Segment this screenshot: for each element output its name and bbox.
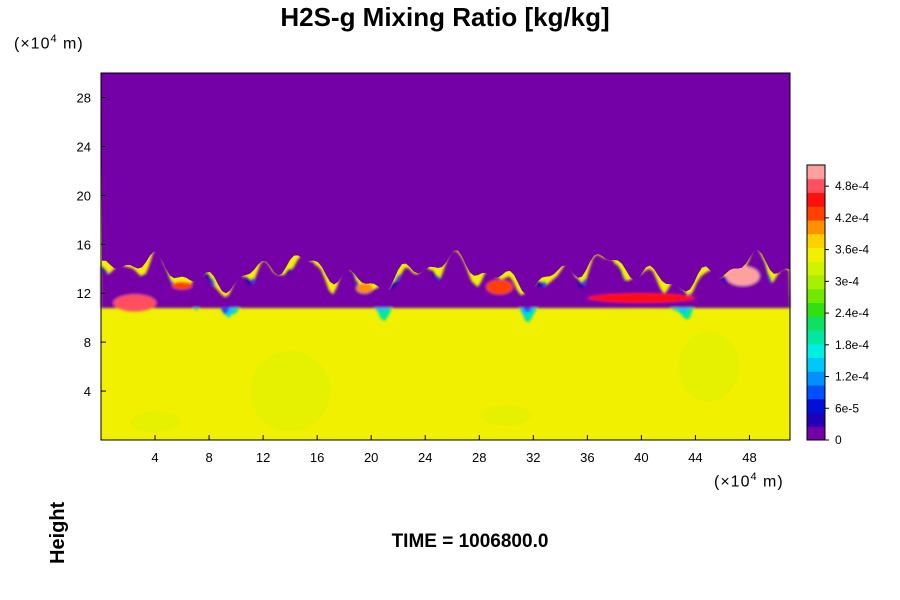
colorbar-tick-label: 3.6e-4: [835, 243, 869, 257]
mixing-band: [101, 246, 790, 323]
x-tick-label: 12: [256, 450, 270, 465]
colorbar-swatch: [807, 275, 825, 290]
colorbar-swatch: [807, 398, 825, 413]
y-tick-label: 16: [77, 237, 91, 252]
colorbar-swatch: [807, 178, 825, 193]
colorbar-swatch: [807, 288, 825, 303]
heatmap-field: [101, 73, 790, 440]
upper-layer: [101, 73, 790, 295]
high-value-patch: [113, 294, 157, 312]
high-value-patch: [725, 266, 760, 286]
y-tick-label: 4: [84, 384, 91, 399]
high-value-patch: [587, 293, 696, 303]
x-tick-label: 24: [418, 450, 432, 465]
high-value-patch: [486, 279, 514, 295]
y-axis-unit: (×104 m): [14, 33, 84, 53]
y-tick-label: 28: [77, 90, 91, 105]
colorbar: 0 6e-5 1.2e-4 1.8e-4 2.4e-4 3e-4 3.6e-4 4.2e-4 4…: [806, 164, 869, 447]
colorbar-frame: [806, 164, 826, 441]
high-value-patch: [356, 283, 373, 294]
x-tick-label: 8: [205, 450, 212, 465]
y-tick-label: 8: [84, 335, 91, 350]
colorbar-tick-label: 6e-5: [835, 401, 859, 415]
chart-title: H2S-g Mixing Ratio [kg/kg]: [280, 2, 610, 32]
x-tick-label: 36: [580, 450, 594, 465]
colorbar-swatch: [807, 371, 825, 386]
colorbar-swatch: [807, 247, 825, 262]
y-tick-label: 12: [77, 286, 91, 301]
x-tick-label: 28: [472, 450, 486, 465]
lower-field-blotch: [250, 351, 331, 432]
colorbar-swatch: [807, 385, 825, 400]
colorbar-swatch: [807, 261, 825, 276]
lower-field-blotch: [481, 405, 532, 426]
high-value-patch: [171, 282, 193, 290]
colorbar-tick-label: 3e-4: [835, 274, 859, 288]
x-tick-label: 40: [634, 450, 648, 465]
colorbar-tick-label: 4.2e-4: [835, 211, 869, 225]
colorbar-swatch: [807, 330, 825, 345]
colorbar-swatch: [807, 165, 825, 180]
colorbar-swatch: [807, 206, 825, 221]
colorbar-tick-label: 0: [835, 433, 842, 447]
colorbar-tick-label: 1.8e-4: [835, 338, 869, 352]
colorbar-tick-label: 1.2e-4: [835, 370, 869, 384]
x-tick-label: 48: [742, 450, 756, 465]
x-tick-label: 44: [688, 450, 702, 465]
y-tick-label: 20: [77, 188, 91, 203]
plot-frame: [100, 72, 791, 441]
colorbar-swatch: [807, 426, 825, 441]
lower-field-blotch: [678, 331, 739, 402]
x-tick-label: 4: [151, 450, 158, 465]
mixing-stratum: [101, 246, 790, 308]
colorbar-swatch: [807, 192, 825, 207]
time-annotation: TIME = 1006800.0: [391, 531, 549, 552]
y-tick-label: 24: [77, 139, 91, 154]
colorbar-tick-label: 2.4e-4: [835, 306, 869, 320]
colorbar-swatch: [807, 357, 825, 372]
colorbar-swatch: [807, 343, 825, 358]
x-tick-label: 32: [526, 450, 540, 465]
lower-field-blotch: [130, 411, 181, 432]
colorbar-swatch: [807, 220, 825, 235]
colorbar-swatch: [807, 302, 825, 317]
x-tick-label: 20: [364, 450, 378, 465]
colorbar-swatch: [807, 233, 825, 248]
x-axis-unit: (×104 m): [714, 471, 784, 491]
colorbar-swatch: [807, 316, 825, 331]
colorbar-swatch: [807, 412, 825, 427]
x-tick-label: 16: [310, 450, 324, 465]
colorbar-tick-label: 4.8e-4: [835, 179, 869, 193]
